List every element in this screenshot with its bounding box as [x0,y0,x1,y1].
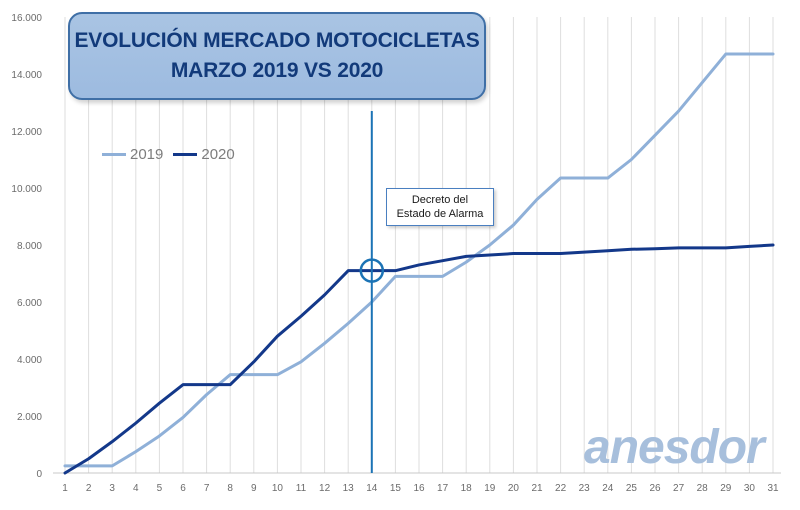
axes: 0 2.000 4.000 6.000 8.000 10.000 12.000 14.000 1… [11,13,781,494]
x-tick-label: 13 [343,483,355,494]
y-tick-label: 12.000 [11,127,42,138]
annotation-line-1: Decreto del [411,194,469,206]
x-tick-label: 2 [86,483,92,494]
x-tick-label: 14 [366,483,378,494]
chart-title-box: EVOLUCIÓN MERCADO MOTOCICLETAS MARZO 201… [68,12,486,100]
x-tick-label: 30 [744,483,756,494]
x-tick-label: 16 [413,483,425,494]
x-tick-label: 1 [62,483,68,494]
x-tick-label: 20 [508,483,520,494]
x-tick-label: 12 [319,483,331,494]
y-tick-label: 8.000 [17,241,42,252]
legend-label-2019: 2019 [130,146,164,163]
alarm-marker [359,111,385,473]
legend-swatch-2019 [102,153,126,156]
series-lines [63,52,775,475]
legend-item-2020: 2020 [173,146,235,163]
x-tick-label: 27 [673,483,685,494]
chart-title-line-2: MARZO 2019 VS 2020 [170,59,384,82]
x-tick-label: 17 [437,483,449,494]
x-tick-label: 26 [649,483,661,494]
x-tick-label: 8 [227,483,233,494]
x-tick-label: 25 [626,483,638,494]
y-tick-label: 2.000 [17,412,42,423]
x-tick-label: 7 [204,483,210,494]
x-tick-label: 6 [180,483,186,494]
y-tick-label: 14.000 [11,70,42,81]
x-tick-label: 24 [602,483,614,494]
y-tick-label: 10.000 [11,184,42,195]
legend-label-2020: 2020 [201,146,235,163]
annotation-box: Decreto del Estado de Alarma [386,188,494,226]
x-tick-label: 28 [697,483,709,494]
y-tick-label: 16.000 [11,13,42,24]
x-tick-label: 3 [109,483,115,494]
chart-title-line-1: EVOLUCIÓN MERCADO MOTOCICLETAS [74,29,480,52]
legend: 2019 2020 [102,146,245,163]
legend-item-2019: 2019 [102,146,163,163]
x-tick-label: 4 [133,483,139,494]
x-tick-label: 11 [296,483,307,494]
y-tick-label: 4.000 [17,355,42,366]
x-tick-label: 29 [720,483,732,494]
annotation-line-2: Estado de Alarma [396,208,484,220]
y-tick-label: 0 [36,469,42,480]
x-tick-label: 31 [767,483,779,494]
y-tick-label: 6.000 [17,298,42,309]
alarm-circle [359,258,385,283]
x-tick-label: 18 [461,483,473,494]
x-tick-label: 9 [251,483,257,494]
x-tick-label: 5 [157,483,163,494]
x-tick-label: 15 [390,483,402,494]
x-tick-label: 19 [484,483,496,494]
x-tick-label: 10 [272,483,284,494]
legend-swatch-2020 [173,153,198,156]
x-tick-label: 22 [555,483,567,494]
x-tick-label: 23 [579,483,591,494]
x-tick-label: 21 [531,483,543,494]
anesdor-logo: anesdor [584,421,765,474]
